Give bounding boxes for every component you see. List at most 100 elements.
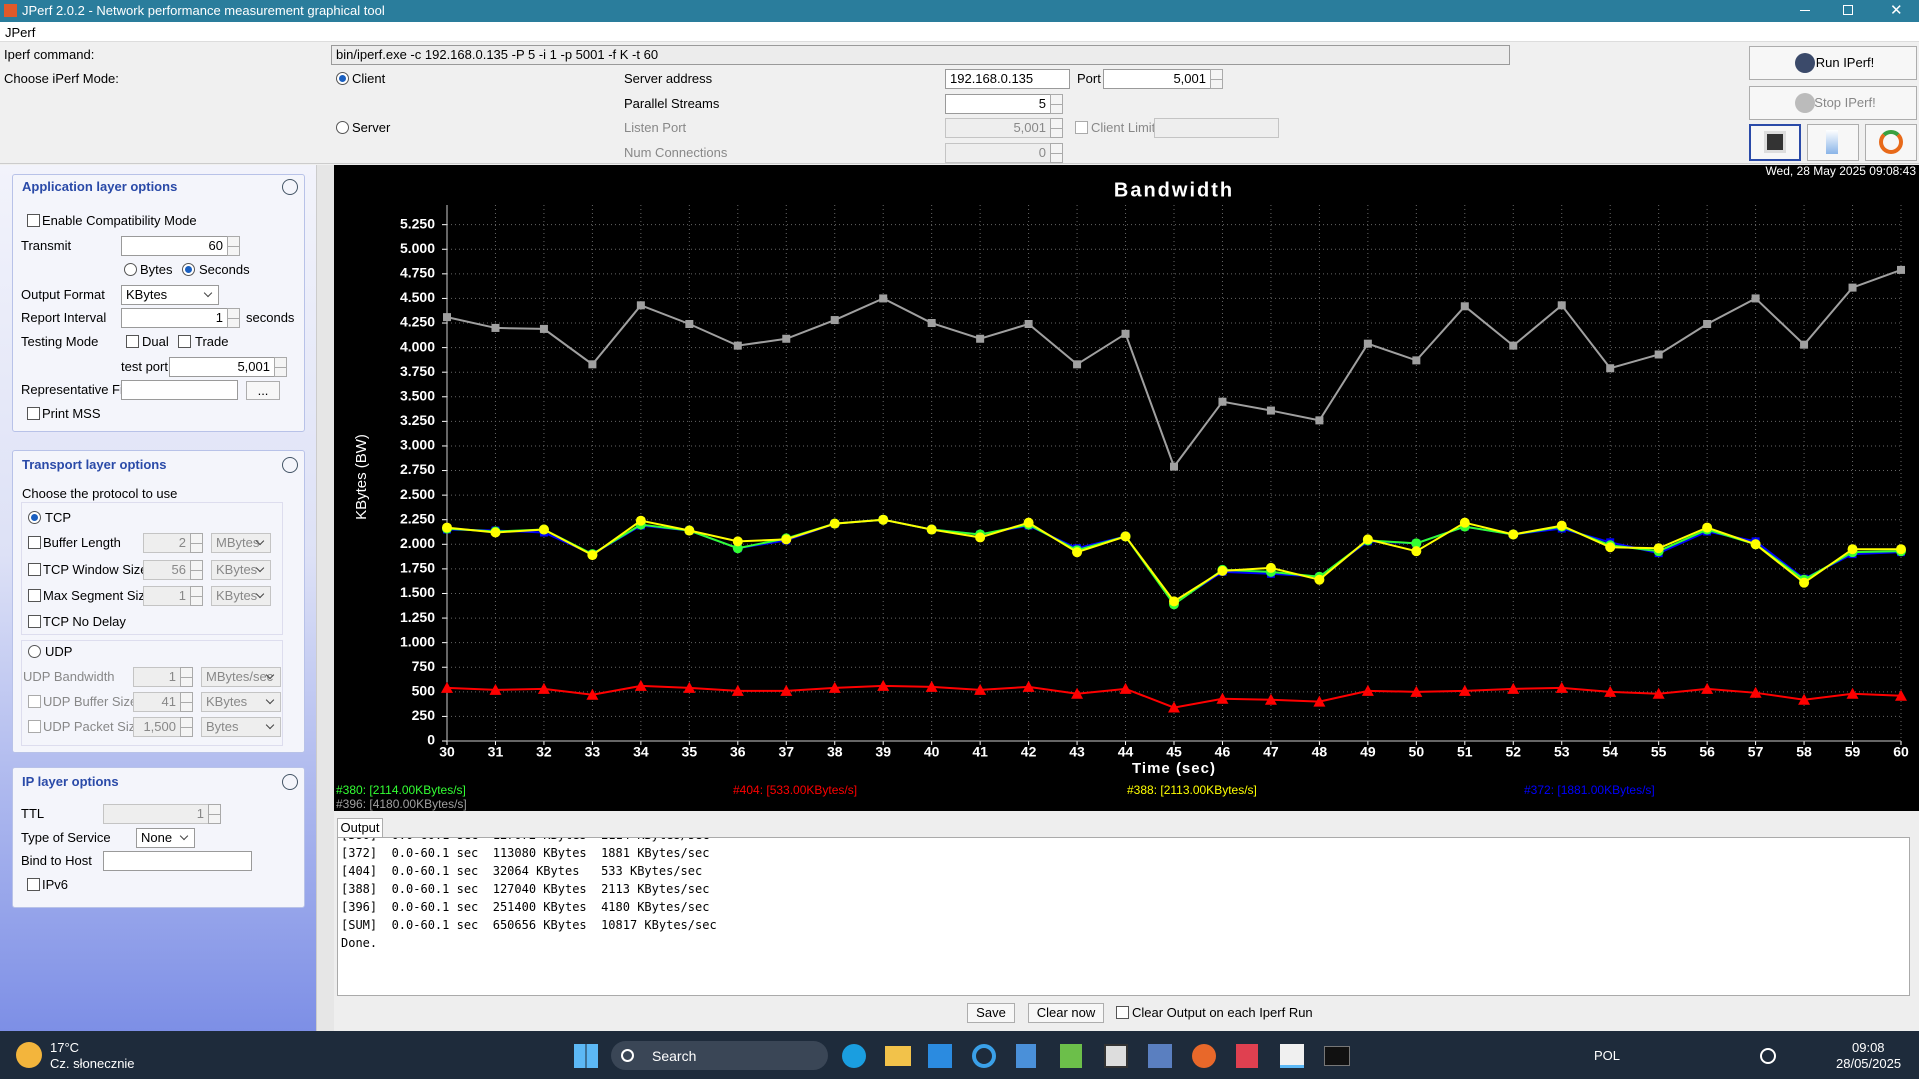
label: 17°C	[50, 1040, 80, 1055]
y-tick-label: 2.250	[400, 510, 435, 526]
button[interactable]: Run IPerf!	[1749, 46, 1917, 80]
button[interactable]: Clear now	[1028, 1003, 1104, 1023]
search-box[interactable]	[611, 1041, 828, 1070]
point	[1363, 339, 1372, 348]
y-tick-label: 0	[427, 732, 435, 748]
collapse-icon[interactable]	[282, 457, 298, 473]
checkbox[interactable]	[178, 335, 191, 348]
weather-icon[interactable]	[16, 1042, 42, 1068]
checkbox[interactable]	[27, 407, 40, 420]
legend-entry: #404: [533.00KBytes/s]	[733, 783, 857, 797]
spinner-divider	[208, 814, 221, 815]
minimize[interactable]	[1800, 10, 1810, 11]
start-button[interactable]	[574, 1044, 598, 1068]
checkbox[interactable]	[28, 695, 41, 708]
label: Server address	[624, 71, 713, 86]
checkbox[interactable]	[28, 615, 41, 628]
terminal-icon[interactable]	[1324, 1046, 1350, 1066]
edge-icon[interactable]	[842, 1044, 866, 1068]
java-icon[interactable]	[1280, 1044, 1304, 1068]
x-tick-label: 50	[1409, 744, 1425, 760]
app-icon-7[interactable]	[1148, 1044, 1172, 1068]
network-icon[interactable]	[1760, 1048, 1776, 1064]
spinner-divider	[190, 596, 203, 597]
combo-box[interactable]: KBytes	[201, 692, 281, 712]
checkbox[interactable]	[28, 720, 41, 733]
collapse-icon[interactable]	[282, 179, 298, 195]
checkbox[interactable]	[28, 563, 41, 576]
text-field[interactable]: 1	[103, 804, 221, 824]
splitter[interactable]	[316, 165, 334, 1031]
text-field[interactable]: 60	[121, 236, 240, 256]
y-tick-label: 3.000	[400, 437, 435, 453]
text-field[interactable]: 192.168.0.135	[945, 69, 1070, 89]
app-icon-5[interactable]	[1060, 1044, 1082, 1068]
combo-box[interactable]: KBytes	[121, 285, 219, 305]
text-field[interactable]: 0	[945, 143, 1063, 163]
combo-box[interactable]: MBytes/sec	[201, 667, 281, 687]
point	[1314, 574, 1325, 585]
text-field[interactable]: 56	[143, 560, 203, 580]
text-field[interactable]: 41	[133, 692, 193, 712]
vscode-icon[interactable]	[928, 1044, 952, 1068]
checkbox[interactable]	[28, 589, 41, 602]
checkbox[interactable]	[126, 335, 139, 348]
text-field[interactable]: 5,001	[169, 357, 287, 377]
menu-item[interactable]: JPerf	[5, 25, 36, 40]
radio[interactable]	[28, 645, 41, 658]
text-field[interactable]	[103, 851, 252, 871]
button[interactable]: ...	[246, 381, 280, 400]
y-tick-label: 4.750	[400, 265, 435, 281]
app-icon-9[interactable]	[1236, 1044, 1258, 1068]
checkbox[interactable]	[1075, 121, 1088, 134]
checkbox[interactable]	[27, 214, 40, 227]
checkbox[interactable]	[28, 536, 41, 549]
explorer-icon[interactable]	[885, 1046, 911, 1066]
combo-box[interactable]: None	[136, 828, 195, 848]
app-icon-4[interactable]	[1016, 1044, 1036, 1068]
checkbox[interactable]	[1116, 1006, 1129, 1019]
text-field[interactable]	[1154, 118, 1279, 138]
button[interactable]: Stop IPerf!	[1749, 86, 1917, 120]
output-tab[interactable]: Output	[337, 818, 383, 837]
text-field[interactable]: 5,001	[1103, 69, 1223, 89]
label: Transmit	[21, 238, 72, 253]
radio[interactable]	[336, 121, 349, 134]
label: Client Limit	[1091, 120, 1156, 135]
collapse-icon[interactable]	[282, 774, 298, 790]
point	[1654, 350, 1663, 359]
text-field[interactable]: 1	[121, 308, 240, 328]
label: TCP	[45, 510, 71, 525]
vnc-icon[interactable]	[1104, 1044, 1128, 1068]
text-field[interactable]: 5,001	[945, 118, 1063, 138]
maximize[interactable]	[1843, 5, 1853, 15]
combo-box[interactable]: Bytes	[201, 717, 281, 737]
combo-box[interactable]: KBytes	[211, 560, 271, 580]
app-icon-3[interactable]	[972, 1044, 996, 1068]
combo-box[interactable]: KBytes	[211, 586, 271, 606]
point	[1508, 529, 1519, 540]
label: Choose iPerf Mode:	[4, 71, 119, 86]
x-tick-label: 31	[488, 744, 504, 760]
text-field[interactable]: 5	[945, 94, 1063, 114]
checkbox[interactable]	[27, 878, 40, 891]
point	[538, 524, 549, 535]
text-field[interactable]: bin/iperf.exe -c 192.168.0.135 -P 5 -i 1…	[331, 45, 1510, 65]
taskbar	[0, 1031, 1919, 1079]
close[interactable]: ✕	[1890, 2, 1903, 19]
radio[interactable]	[124, 263, 137, 276]
text-field[interactable]: 1,500	[133, 717, 193, 737]
firefox-icon[interactable]	[1192, 1044, 1216, 1068]
radio-dot	[31, 514, 38, 521]
label: Output Format	[21, 287, 105, 302]
point	[1459, 517, 1470, 528]
point	[927, 319, 936, 328]
tcp-group	[21, 502, 283, 635]
combo-box[interactable]: MBytes	[211, 533, 271, 553]
point	[1022, 680, 1035, 692]
text-field[interactable]	[121, 380, 238, 400]
x-tick-label: 56	[1699, 744, 1715, 760]
button[interactable]: Save	[967, 1003, 1015, 1023]
point	[732, 536, 743, 547]
x-tick-label: 37	[778, 744, 794, 760]
